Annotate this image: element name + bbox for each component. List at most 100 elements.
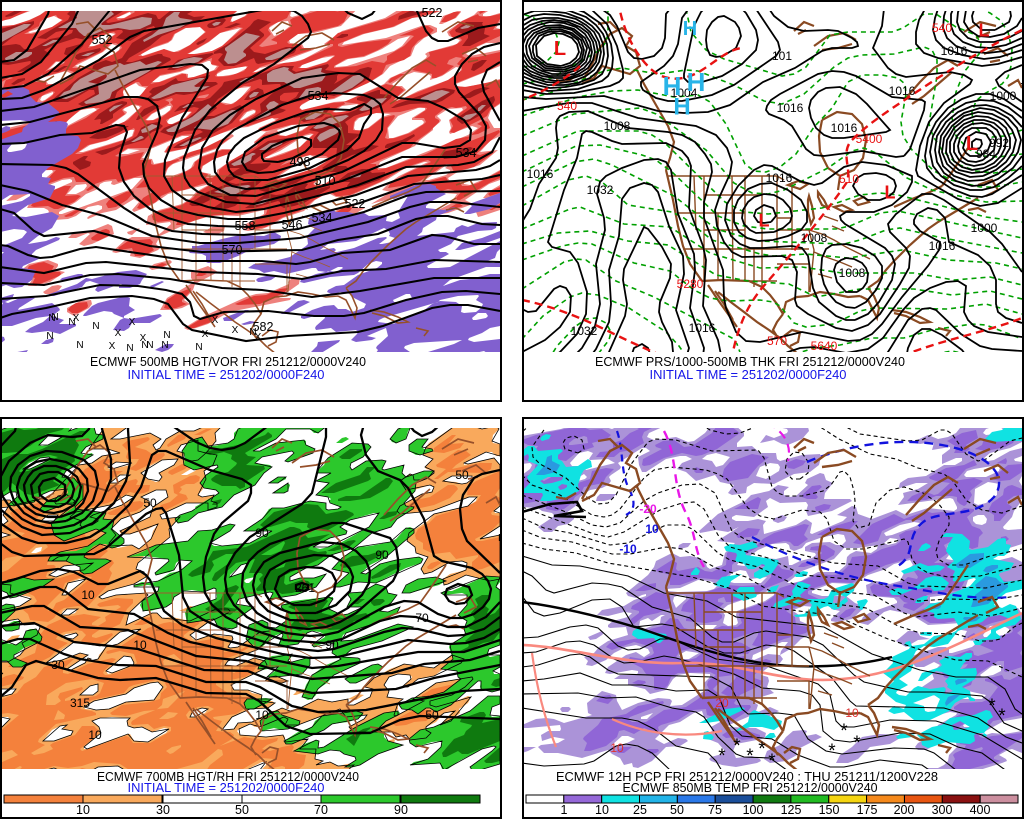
svg-text:90: 90 — [394, 803, 408, 817]
svg-text:*: * — [758, 739, 766, 760]
svg-text:N: N — [249, 327, 256, 338]
svg-text:L: L — [979, 20, 990, 40]
svg-text:150: 150 — [819, 803, 840, 817]
svg-text:1004: 1004 — [671, 86, 698, 100]
svg-text:-10: -10 — [619, 542, 637, 556]
svg-text:N: N — [161, 340, 168, 351]
svg-text:10: 10 — [610, 741, 624, 755]
svg-text:10: 10 — [81, 588, 95, 602]
svg-text:ECMWF PRS/1000-500MB THK FRI 2: ECMWF PRS/1000-500MB THK FRI 251212/0000… — [595, 355, 905, 369]
svg-text:L: L — [885, 182, 896, 202]
svg-text:N: N — [126, 343, 133, 354]
svg-text:70: 70 — [314, 803, 328, 817]
svg-text:70: 70 — [415, 611, 429, 625]
svg-text:50: 50 — [455, 468, 469, 482]
svg-text:570: 570 — [222, 243, 243, 257]
svg-text:540: 540 — [932, 21, 952, 35]
svg-text:992: 992 — [989, 136, 1009, 150]
svg-text:H: H — [673, 93, 690, 120]
svg-text:*: * — [746, 746, 754, 767]
svg-text:X: X — [109, 341, 116, 352]
svg-text:570: 570 — [767, 334, 787, 348]
svg-text:1032: 1032 — [571, 324, 598, 338]
svg-text:510: 510 — [839, 172, 859, 186]
svg-text:498: 498 — [290, 155, 311, 169]
svg-text:1000: 1000 — [971, 221, 998, 235]
svg-text:L: L — [759, 210, 770, 230]
svg-text:1008: 1008 — [801, 231, 828, 245]
svg-text:H: H — [687, 67, 706, 97]
svg-text:H: H — [663, 71, 682, 101]
svg-text:INITIAL TIME = 251202/0000F240: INITIAL TIME = 251202/0000F240 — [128, 781, 325, 795]
svg-text:540: 540 — [557, 99, 577, 113]
svg-text:1016: 1016 — [527, 167, 554, 181]
svg-text:N: N — [141, 340, 148, 351]
svg-text:1016: 1016 — [941, 44, 968, 58]
svg-text:N: N — [146, 340, 153, 351]
svg-text:400: 400 — [970, 803, 991, 817]
svg-text:10: 10 — [76, 803, 90, 817]
svg-text:50: 50 — [235, 803, 249, 817]
svg-text:75: 75 — [708, 803, 722, 817]
svg-text:*: * — [828, 741, 836, 762]
svg-text:125: 125 — [781, 803, 802, 817]
svg-text:INITIAL TIME = 251202/0000F240: INITIAL TIME = 251202/0000F240 — [650, 368, 847, 382]
svg-text:30: 30 — [156, 803, 170, 817]
svg-text:25: 25 — [633, 803, 647, 817]
svg-text:30: 30 — [51, 658, 65, 672]
svg-text:*: * — [840, 721, 848, 742]
svg-text:1016: 1016 — [689, 321, 716, 335]
svg-text:1016: 1016 — [831, 121, 858, 135]
svg-text:522: 522 — [345, 197, 366, 211]
svg-text:L: L — [554, 38, 566, 60]
svg-text:90: 90 — [255, 526, 269, 540]
svg-text:N: N — [195, 342, 202, 353]
svg-text:ECMWF 12H PCP FRI 251212/0000V: ECMWF 12H PCP FRI 251212/0000V240 : THU … — [556, 770, 938, 784]
svg-text:552: 552 — [92, 33, 113, 47]
svg-text:90: 90 — [375, 548, 389, 562]
svg-text:1032: 1032 — [587, 183, 614, 197]
svg-text:984: 984 — [976, 147, 996, 161]
svg-text:1008: 1008 — [839, 266, 866, 280]
svg-text:X: X — [129, 317, 136, 328]
svg-text:1000: 1000 — [990, 89, 1017, 103]
svg-text:1016: 1016 — [929, 239, 956, 253]
svg-text:ECMWF 500MB HGT/VOR FRI 251212: ECMWF 500MB HGT/VOR FRI 251212/0000V240 — [90, 355, 366, 369]
svg-text:1008: 1008 — [604, 119, 631, 133]
svg-text:200: 200 — [894, 803, 915, 817]
svg-text:*: * — [768, 751, 776, 772]
svg-text:546: 546 — [282, 218, 303, 232]
svg-text:*: * — [853, 733, 861, 754]
svg-text:X: X — [232, 325, 239, 336]
svg-text:*: * — [988, 696, 996, 717]
svg-text:50: 50 — [143, 496, 157, 510]
svg-text:534: 534 — [456, 146, 477, 160]
svg-text:H: H — [683, 18, 697, 40]
svg-text:L: L — [966, 133, 978, 155]
svg-text:300: 300 — [932, 803, 953, 817]
svg-text:558: 558 — [235, 219, 256, 233]
svg-text:*: * — [733, 736, 741, 757]
svg-text:315: 315 — [70, 696, 90, 710]
svg-text:ECMWF 700MB HGT/RH FRI 251212/: ECMWF 700MB HGT/RH FRI 251212/0000V240 — [97, 770, 359, 784]
svg-text:534: 534 — [308, 89, 329, 103]
svg-text:510: 510 — [315, 174, 336, 188]
svg-text:50: 50 — [670, 803, 684, 817]
svg-text:N: N — [92, 321, 99, 332]
svg-text:5280: 5280 — [677, 277, 704, 291]
svg-text:5640: 5640 — [811, 339, 838, 353]
svg-text:-20: -20 — [639, 502, 657, 516]
svg-text:N: N — [48, 313, 55, 324]
svg-text:1: 1 — [561, 803, 568, 817]
svg-text:*: * — [718, 746, 726, 767]
svg-text:X: X — [73, 313, 80, 324]
svg-text:X: X — [255, 332, 262, 343]
svg-text:N: N — [68, 317, 75, 328]
svg-text:X: X — [140, 333, 147, 344]
svg-text:INITIAL TIME = 251202/0000F240: INITIAL TIME = 251202/0000F240 — [128, 368, 325, 382]
svg-text:10: 10 — [255, 708, 269, 722]
svg-text:X: X — [212, 315, 219, 326]
svg-text:90: 90 — [325, 638, 339, 652]
svg-text:101: 101 — [772, 49, 792, 63]
svg-text:50: 50 — [425, 708, 439, 722]
